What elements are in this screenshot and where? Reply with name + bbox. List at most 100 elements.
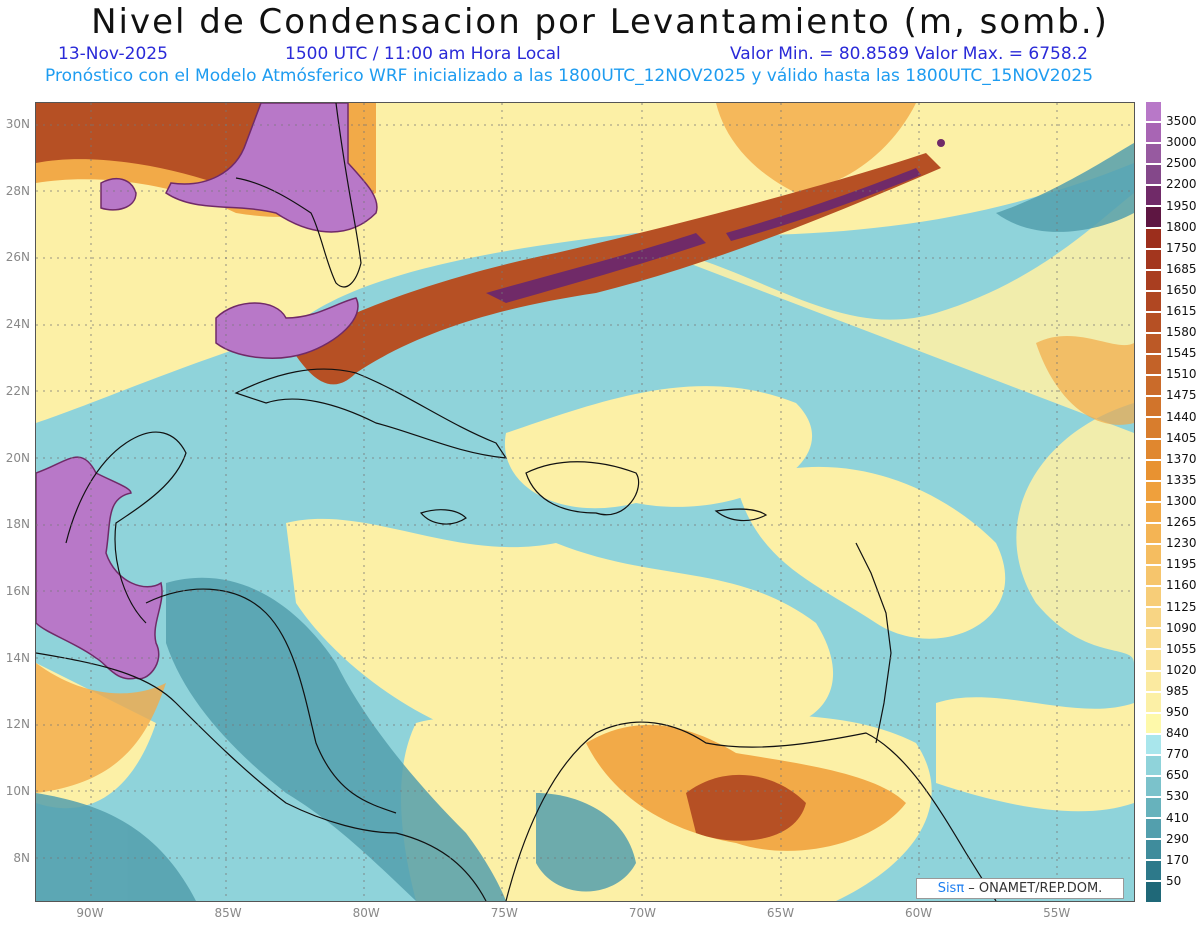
colorbar-label: 1230	[1166, 536, 1197, 551]
lon-tick-label: 80W	[352, 906, 380, 920]
colorbar-label: 1195	[1166, 557, 1197, 572]
colorbar-label: 1750	[1166, 240, 1197, 255]
colorbar-swatch	[1145, 185, 1162, 207]
colorbar-swatch	[1145, 101, 1162, 123]
colorbar-label: 3500	[1166, 114, 1197, 129]
colorbar-swatch	[1145, 333, 1162, 355]
colorbar-swatch	[1145, 754, 1162, 776]
colorbar-swatch	[1145, 712, 1162, 734]
purple-regions	[36, 103, 378, 680]
lon-tick-label: 70W	[628, 906, 656, 920]
colorbar-swatch	[1145, 269, 1162, 291]
credit-box: Sisπ – ONAMET/REP.DOM.	[916, 878, 1124, 899]
colorbar	[1145, 101, 1162, 903]
lon-tick-label: 55W	[1043, 906, 1071, 920]
colorbar-label: 1265	[1166, 515, 1197, 530]
colorbar-label: 1475	[1166, 388, 1197, 403]
colorbar-swatch	[1145, 459, 1162, 481]
lat-tick-label: 16N	[5, 583, 30, 598]
colorbar-swatch	[1145, 818, 1162, 840]
colorbar-label: 1090	[1166, 620, 1197, 635]
colorbar-label: 410	[1166, 810, 1189, 825]
colorbar-swatch	[1145, 311, 1162, 334]
map-area	[35, 102, 1135, 902]
lat-tick-label: 30N	[5, 117, 30, 131]
cuba-coast	[234, 368, 508, 459]
colorbar-label: 290	[1166, 831, 1189, 846]
colorbar-swatch	[1145, 396, 1162, 418]
coastlines	[36, 103, 997, 901]
graticule	[36, 103, 1134, 901]
colorbar-label: 50	[1166, 873, 1182, 888]
lon-tick-label: 90W	[76, 906, 104, 920]
lat-tick-label: 22N	[5, 383, 30, 398]
colorbar-swatch	[1145, 776, 1162, 798]
colorbar-label: 1800	[1166, 219, 1197, 234]
colorbar-label: 1615	[1166, 304, 1197, 319]
lat-tick-label: 18N	[5, 517, 30, 532]
colorbar-swatch	[1145, 417, 1162, 439]
colorbar-swatch	[1145, 438, 1162, 460]
colorbar-label: 1580	[1166, 325, 1197, 340]
south-america-coast	[505, 721, 997, 901]
colorbar-label: 530	[1166, 789, 1189, 804]
colorbar-swatch	[1145, 881, 1162, 903]
colorbar-label: 1405	[1166, 430, 1197, 445]
colorbar-label: 1510	[1166, 367, 1197, 382]
colorbar-swatch	[1145, 670, 1162, 692]
lon-tick-label: 75W	[490, 906, 518, 920]
colorbar-label: 650	[1166, 768, 1189, 783]
colorbar-label: 1160	[1166, 578, 1197, 593]
lon-tick-label: 60W	[905, 906, 933, 920]
florida-coast	[235, 103, 362, 288]
colorbar-label: 2500	[1166, 156, 1197, 171]
lcl-field-map	[36, 103, 1134, 901]
date-label: 13-Nov-2025	[58, 44, 168, 64]
sispi-logo: Sisπ	[937, 881, 965, 896]
colorbar-label: 1650	[1166, 282, 1197, 297]
lat-tick-label: 20N	[5, 450, 30, 465]
colorbar-swatch	[1145, 290, 1162, 312]
lesser-antilles	[855, 542, 892, 744]
colorbar-swatch	[1145, 122, 1162, 144]
colorbar-label: 1125	[1166, 599, 1197, 614]
colorbar-swatch	[1145, 691, 1162, 713]
colorbar-swatch	[1145, 565, 1162, 587]
colorbar-swatch	[1145, 501, 1162, 523]
colorbar-label: 170	[1166, 852, 1189, 867]
colorbar-label: 770	[1166, 747, 1189, 762]
colorbar-swatch	[1145, 480, 1162, 502]
colorbar-swatch	[1145, 522, 1162, 544]
yucatan-coast	[65, 431, 187, 624]
colorbar-swatch	[1145, 586, 1162, 608]
colorbar-label: 840	[1166, 726, 1189, 741]
colorbar-swatch	[1145, 797, 1162, 819]
colorbar-label: 1370	[1166, 451, 1197, 466]
colorbar-label: 3000	[1166, 135, 1197, 150]
colorbar-swatch	[1145, 206, 1162, 228]
forecast-info: Pronóstico con el Modelo Atmósferico WRF…	[45, 66, 1094, 86]
lon-tick-label: 85W	[214, 906, 242, 920]
colorbar-label: 2200	[1166, 177, 1197, 192]
dark-band	[486, 139, 945, 303]
credit-text: – ONAMET/REP.DOM.	[964, 881, 1103, 896]
colorbar-label: 1440	[1166, 409, 1197, 424]
lat-tick-label: 24N	[5, 317, 30, 332]
lat-tick-label: 14N	[5, 650, 30, 665]
colorbar-swatch	[1145, 354, 1162, 376]
colorbar-swatch	[1145, 375, 1162, 397]
hispaniola-coast	[525, 461, 640, 516]
colorbar-label: 985	[1166, 683, 1189, 698]
colorbar-swatch	[1145, 860, 1162, 882]
colorbar-swatch	[1145, 143, 1162, 165]
time-label: 1500 UTC / 11:00 am Hora Local	[285, 44, 561, 64]
central-america-north-coast	[145, 588, 397, 814]
colorbar-swatch	[1145, 607, 1162, 629]
lon-tick-label: 65W	[766, 906, 795, 920]
teal-dark-regions	[36, 143, 1134, 901]
map-title: Nivel de Condensacion por Levantamiento …	[91, 2, 1109, 42]
colorbar-label: 1545	[1166, 346, 1197, 361]
colorbar-label: 1685	[1166, 261, 1197, 276]
puerto-rico-coast	[714, 508, 768, 522]
colorbar-swatch	[1145, 839, 1162, 861]
